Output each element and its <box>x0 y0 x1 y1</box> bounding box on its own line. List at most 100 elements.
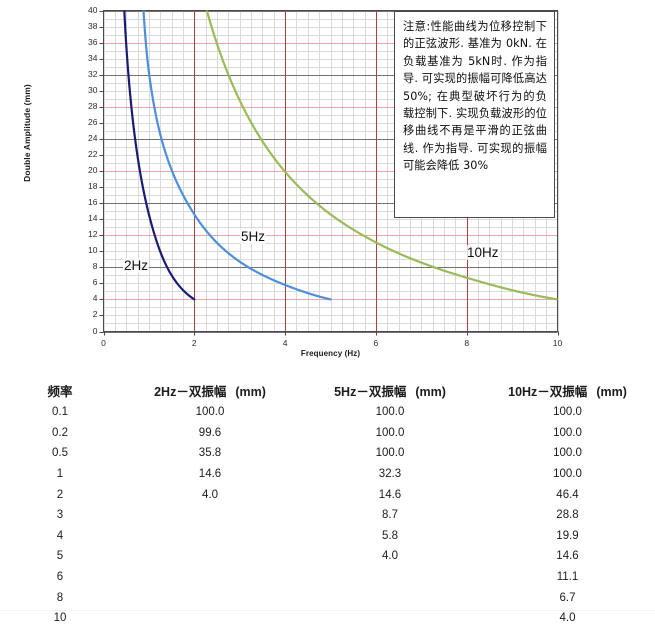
series-curve-2hz <box>123 10 196 301</box>
cell-frequency: 0.2 <box>52 426 68 439</box>
cell-10hz: 4.0 <box>559 612 576 625</box>
column-header-2hz-main: 2Hz－双振幅 <box>154 384 227 399</box>
x-tick-label: 0 <box>101 337 106 348</box>
column-header-2hz-unit: (mm) <box>235 384 266 399</box>
y-tick-label: 10 <box>88 245 98 256</box>
y-axis-title: Double Amplitude (mm) <box>22 84 32 182</box>
cell-2hz <box>120 608 300 629</box>
y-tick-label: 14 <box>88 213 98 224</box>
cell-frequency: 1 <box>56 468 64 481</box>
cell-5hz: 32.3 <box>378 468 402 481</box>
cell-5hz: 14.6 <box>378 488 402 501</box>
y-tick-label: 22 <box>88 148 98 159</box>
cell-frequency: 5 <box>56 550 64 563</box>
series-curves <box>123 10 558 301</box>
table-row: 6 11.1 <box>0 567 655 588</box>
column-header-10hz-main: 10Hz－双振幅 <box>508 384 588 399</box>
table-row: 5 4.0 14.6 <box>0 546 655 567</box>
cell-frequency: 3 <box>56 509 64 522</box>
column-header-5hz-main: 5Hz－双振幅 <box>334 384 407 399</box>
column-header-2hz: 2Hz－双振幅 (mm) <box>120 378 300 402</box>
y-tick-label: 4 <box>92 293 98 304</box>
cell-10hz: 11.1 <box>556 571 579 584</box>
footer-divider <box>0 610 655 611</box>
y-tick-label: 26 <box>88 116 98 127</box>
chart-plot-svg <box>99 10 559 336</box>
x-tick-label: 2 <box>191 337 197 348</box>
cell-frequency: 6 <box>56 571 64 584</box>
series-curve-10hz <box>205 10 558 301</box>
table-header-row: 频率 2Hz－双振幅 (mm) 5Hz－双振幅 (mm) 10Hz－双振幅 (mm) <box>0 378 655 402</box>
cell-5hz <box>300 587 480 608</box>
table-row: 1 14.6 32.3 100.0 <box>0 464 655 485</box>
x-tick-label: 6 <box>373 337 379 348</box>
cell-10hz: 6.7 <box>559 591 576 604</box>
cell-5hz: 100.0 <box>375 447 405 460</box>
column-header-5hz: 5Hz－双振幅 (mm) <box>300 378 480 402</box>
cell-5hz <box>300 567 480 588</box>
cell-2hz: 99.6 <box>198 426 222 439</box>
cell-10hz: 46.4 <box>556 488 579 501</box>
series-label-10hz: 10Hz <box>466 245 500 260</box>
cell-5hz: 100.0 <box>375 406 405 419</box>
table-row: 0.2 99.6 100.0 100.0 <box>0 423 655 444</box>
table-row: 8 6.7 <box>0 587 655 608</box>
column-header-frequency: 频率 <box>47 384 73 399</box>
y-tick-label: 2 <box>92 309 98 320</box>
series-label-2hz: 2Hz <box>123 258 150 273</box>
y-tick-label: 40 <box>88 4 98 15</box>
cell-frequency: 2 <box>56 488 64 501</box>
cell-2hz: 4.0 <box>202 488 218 501</box>
y-tick-label: 28 <box>88 100 98 111</box>
cell-frequency: 0.1 <box>52 406 68 419</box>
cell-frequency: 8 <box>56 591 64 604</box>
cell-2hz: 35.8 <box>198 447 222 460</box>
note-annotation-box: 注意:性能曲线为位移控制下的正弦波形. 基准为 0kN. 在负载基准为 5kN时… <box>394 11 555 218</box>
y-tick-label: 24 <box>88 132 98 143</box>
cell-5hz <box>300 608 480 629</box>
table-row: 10 4.0 <box>0 608 655 629</box>
cell-10hz: 100.0 <box>553 447 582 460</box>
y-tick-label: 6 <box>92 277 98 288</box>
series-label-5hz: 5Hz <box>240 229 267 244</box>
amplitude-data-table: 频率 2Hz－双振幅 (mm) 5Hz－双振幅 (mm) 10Hz－双振幅 (mm) … <box>0 378 655 629</box>
cell-5hz: 8.7 <box>382 509 398 522</box>
note-annotation-text: 注意:性能曲线为位移控制下的正弦波形. 基准为 0kN. 在负载基准为 5kN时… <box>403 20 551 173</box>
table-row: 2 4.0 14.6 46.4 <box>0 484 655 505</box>
column-header-5hz-unit: (mm) <box>415 384 446 399</box>
series-curve-5hz <box>142 10 332 301</box>
x-tick-label: 10 <box>552 337 563 348</box>
cell-2hz <box>120 587 300 608</box>
table-row: 0.1 100.0 100.0 100.0 <box>0 402 655 423</box>
table-row: 0.5 35.8 100.0 100.0 <box>0 443 655 464</box>
y-tick-label: 32 <box>88 68 98 79</box>
table-row: 4 5.8 19.9 <box>0 526 655 547</box>
y-tick-label: 8 <box>92 261 98 272</box>
y-tick-label: 36 <box>88 36 98 47</box>
y-tick-label: 0 <box>92 325 98 336</box>
x-tick-label: 8 <box>464 337 470 348</box>
y-tick-label: 34 <box>88 52 98 63</box>
table-row: 3 8.7 28.8 <box>0 505 655 526</box>
x-tick-label: 4 <box>282 337 288 348</box>
cell-10hz: 100.0 <box>553 406 582 419</box>
cell-2hz <box>120 505 300 526</box>
cell-10hz: 28.8 <box>556 509 579 522</box>
y-tick-label: 16 <box>88 197 98 208</box>
y-tick-label: 30 <box>88 84 98 95</box>
cell-frequency: 10 <box>53 612 67 625</box>
column-header-10hz: 10Hz－双振幅 (mm) <box>480 378 655 402</box>
cell-10hz: 100.0 <box>553 426 582 439</box>
cell-5hz: 100.0 <box>375 426 405 439</box>
cell-5hz: 4.0 <box>382 550 398 563</box>
cell-frequency: 0.5 <box>52 447 68 460</box>
cell-2hz: 100.0 <box>195 406 225 419</box>
table-body: 0.1 100.0 100.0 100.0 0.2 99.6 100.0 100.0 0.5 35… <box>0 402 655 629</box>
x-axis-title: Frequency (Hz) <box>300 349 361 358</box>
cell-10hz: 14.6 <box>556 550 579 563</box>
y-tick-label: 12 <box>88 229 98 240</box>
y-tick-label: 38 <box>88 20 98 31</box>
column-header-10hz-unit: (mm) <box>596 384 627 399</box>
cell-2hz <box>120 546 300 567</box>
